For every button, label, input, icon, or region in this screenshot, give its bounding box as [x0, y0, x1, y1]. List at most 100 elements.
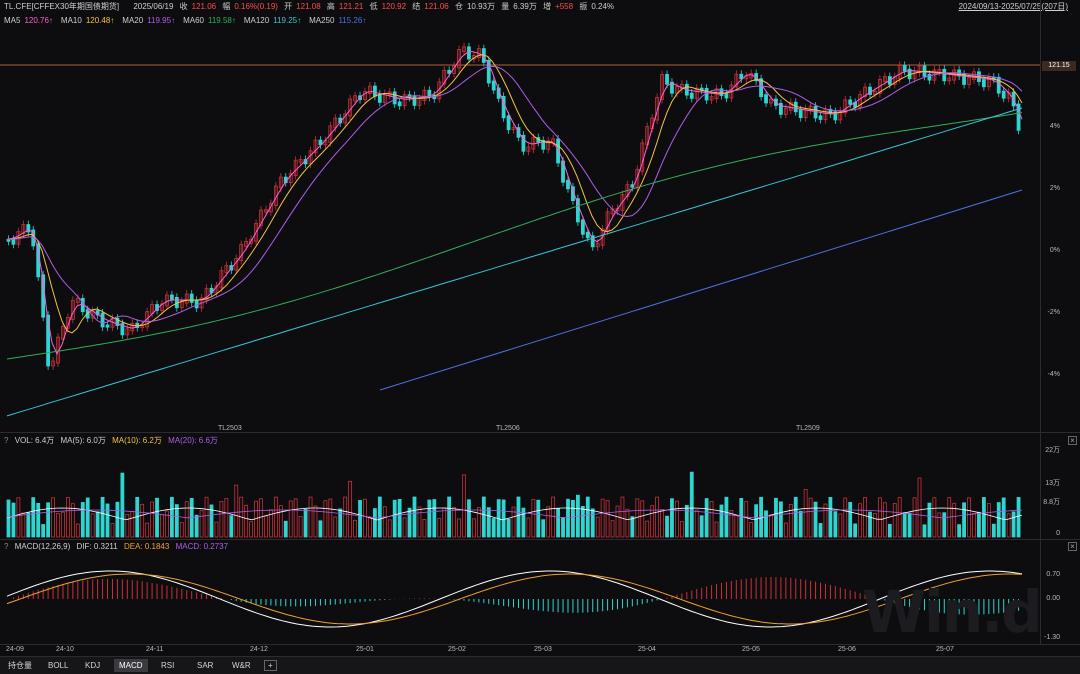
- volume-bar: [858, 503, 863, 538]
- volume-bar: [313, 505, 318, 538]
- candle-body: [788, 101, 793, 111]
- volume-bar: [194, 514, 199, 538]
- volume-bar: [675, 500, 679, 538]
- close-pane-icon[interactable]: ×: [1068, 542, 1077, 551]
- vol-axis-label: 22万: [1045, 447, 1060, 454]
- volume-bar: [353, 519, 357, 538]
- volume-bar: [868, 511, 872, 538]
- time-axis-label: 24-09: [6, 646, 24, 653]
- tab-open-interest[interactable]: 持仓量: [8, 661, 32, 670]
- candle-body: [590, 235, 595, 248]
- volume-bar: [120, 472, 125, 538]
- vol-axis-label: 8.8万: [1043, 499, 1060, 506]
- tab-boll[interactable]: BOLL: [48, 661, 69, 670]
- volume-bar: [972, 512, 976, 538]
- help-icon[interactable]: ?: [4, 542, 9, 551]
- volume-bar: [991, 523, 996, 538]
- volume-bar: [397, 498, 402, 538]
- candle-body: [486, 59, 491, 84]
- tab-kdj[interactable]: KDJ: [85, 661, 101, 670]
- candle-body: [75, 297, 80, 303]
- volume-bar: [288, 500, 293, 538]
- volume-bar: [481, 496, 486, 538]
- volume-bar: [155, 497, 159, 538]
- volume-bar: [1011, 511, 1016, 538]
- macd-header: ? MACD(12,26,9) DIF: 0.3211 DEA: 0.1843 …: [4, 542, 232, 552]
- volume-bar: [580, 505, 585, 538]
- contract-label: TL2503: [218, 425, 242, 432]
- volume-bar: [788, 503, 793, 538]
- tab-wr[interactable]: W&R: [232, 661, 251, 670]
- volume-bar: [655, 496, 660, 538]
- dif-line: [6, 570, 1023, 628]
- candle-body: [927, 73, 932, 81]
- current-price-tag: 121.15: [1042, 61, 1076, 71]
- volume-bar: [273, 496, 278, 538]
- candle-body: [1001, 90, 1006, 99]
- volume-bar: [348, 480, 353, 538]
- candle-body: [709, 96, 714, 101]
- ma10-line: [6, 54, 1023, 334]
- chart-canvas[interactable]: [0, 0, 1080, 656]
- volume-bar: [85, 497, 90, 538]
- candle-body: [566, 179, 570, 190]
- amp-label: 振: [579, 2, 588, 11]
- dea-value: DEA: 0.1843: [123, 542, 170, 551]
- oi-value: 10.93万: [466, 2, 496, 11]
- ma-legend-item: MA120 119.25↑: [244, 16, 305, 25]
- macd-value: MACD: 0.2737: [175, 542, 229, 551]
- volume-bar: [224, 498, 229, 538]
- volume-bar: [100, 497, 105, 538]
- volume-bar: [878, 497, 882, 538]
- volume-bar: [150, 501, 154, 538]
- candle-body: [363, 91, 367, 101]
- candle-body: [660, 74, 664, 100]
- ma-legend-item: MA10 120.48↑: [61, 16, 118, 25]
- volume-bar: [382, 506, 387, 538]
- ma-legend: MA5 120.76↑ MA10 120.48↑ MA20 119.95↑ MA60 119.…: [4, 16, 374, 26]
- tab-rsi[interactable]: RSI: [161, 661, 175, 670]
- price-axis-label: -4%: [1047, 371, 1060, 378]
- candle-body: [897, 64, 902, 80]
- pane-divider: [0, 539, 1080, 540]
- candle-body: [981, 79, 986, 88]
- volume-bar: [526, 517, 531, 538]
- volume-bar: [739, 498, 744, 538]
- close-pane-icon[interactable]: ×: [1068, 436, 1077, 445]
- tab-sar[interactable]: SAR: [197, 661, 214, 670]
- help-icon[interactable]: ?: [4, 436, 9, 445]
- candle-body: [239, 244, 244, 261]
- candle-body: [868, 86, 872, 95]
- vol-ma5-line: [6, 507, 1023, 521]
- candle-body: [902, 64, 907, 72]
- volume-bar: [689, 471, 694, 538]
- volume-bar: [501, 499, 506, 538]
- candle-body: [145, 311, 150, 328]
- macd-axis-label: -1.30: [1044, 634, 1060, 641]
- candle-body: [778, 103, 783, 115]
- volume-bar: [387, 519, 392, 538]
- time-axis-label: 25-01: [356, 646, 374, 653]
- volume-bar: [734, 514, 739, 538]
- candle-body: [169, 294, 174, 300]
- candle-body: [759, 78, 763, 98]
- volume-bar: [892, 503, 897, 538]
- volume-bar: [897, 497, 902, 538]
- settle-label: 结: [412, 2, 421, 11]
- add-tab-icon[interactable]: +: [264, 660, 277, 671]
- volume-bar: [476, 507, 481, 538]
- candle-body: [878, 79, 882, 94]
- candle-body: [818, 115, 823, 120]
- volume-bar: [125, 513, 130, 538]
- tab-macd[interactable]: MACD: [114, 659, 148, 672]
- date-range[interactable]: 2024/09/13-2025/07/25(207日): [958, 2, 1068, 11]
- volume-bar: [724, 496, 729, 538]
- change-label: 幅: [222, 2, 231, 11]
- volume-bar: [244, 504, 249, 538]
- volume-bar: [843, 497, 848, 538]
- volume-bar: [16, 497, 21, 538]
- volume-bar: [283, 520, 288, 538]
- volume-bar: [967, 497, 971, 538]
- volume-bar: [298, 516, 303, 538]
- volume-bar: [907, 512, 912, 538]
